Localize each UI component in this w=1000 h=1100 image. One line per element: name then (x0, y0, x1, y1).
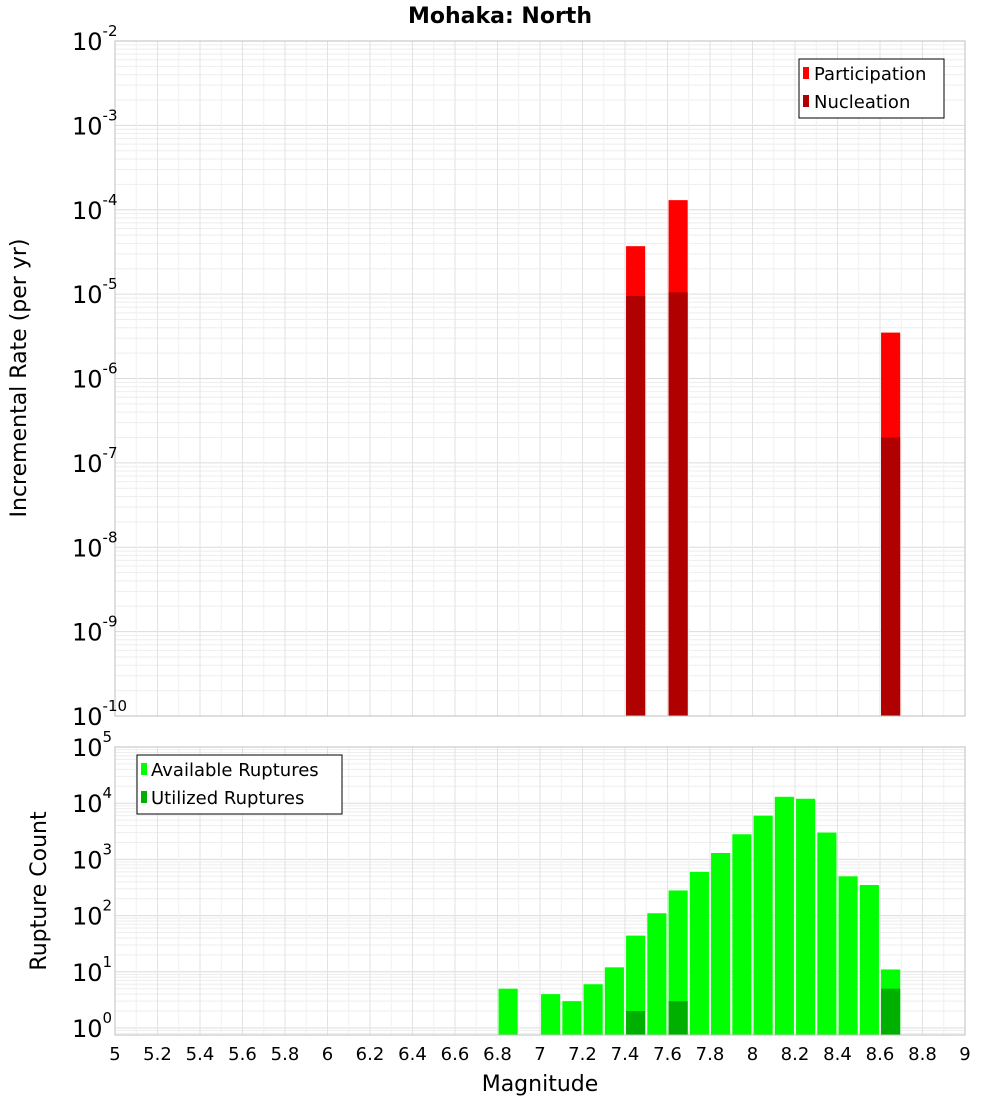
legend-swatch-nucleation (803, 95, 809, 107)
x-tick-label: 9 (959, 1044, 970, 1065)
x-tick-label: 7 (534, 1044, 545, 1065)
bottom-y-tick-label: 101 (72, 953, 112, 987)
bar-available-ruptures-7-55 (647, 913, 667, 1035)
x-tick-label: 5.4 (186, 1044, 215, 1065)
bar-available-ruptures-7-05 (541, 994, 561, 1035)
x-tick-label: 8.6 (866, 1044, 895, 1065)
legend-label-available-ruptures: Available Ruptures (151, 760, 319, 781)
top-y-ticks: 10-2 10-3 10-4 10-5 10-6 10-7 10-8 10-9 10-10 (72, 22, 127, 731)
x-tick-label: 5.2 (143, 1044, 172, 1065)
bar-available-ruptures-8-05 (753, 815, 773, 1035)
bar-available-ruptures-8-35 (817, 832, 837, 1035)
bar-utilized-ruptures-8-65 (881, 988, 901, 1035)
bar-available-ruptures-6-85 (498, 988, 518, 1035)
top-grid (114, 41, 966, 717)
bar-nucleation-7-65 (668, 292, 688, 716)
legend-swatch-participation (803, 67, 809, 79)
x-tick-label: 8.2 (781, 1044, 810, 1065)
top-y-tick-label: 10-6 (72, 360, 118, 394)
top-y-tick-label: 10-3 (72, 106, 118, 140)
x-tick-label: 6.2 (356, 1044, 385, 1065)
bar-available-ruptures-7-65 (668, 890, 688, 1035)
bottom-panel: 105 104 103 102 101 100 5 5.2 5.4 5.6 5.8 6 6.2 6.4 6… (27, 728, 971, 1097)
x-tick-label: 7.6 (653, 1044, 682, 1065)
legend-swatch-utilized-ruptures (141, 791, 147, 803)
chart-title: Mohaka: North (408, 4, 592, 29)
top-y-tick-label: 10-9 (72, 613, 118, 647)
bottom-y-tick-label: 104 (72, 784, 112, 818)
x-tick-label: 5.8 (271, 1044, 300, 1065)
bar-available-ruptures-7-25 (583, 984, 603, 1035)
top-y-axis-label: Incremental Rate (per yr) (7, 239, 32, 518)
bottom-y-tick-label: 102 (72, 897, 112, 931)
bar-available-ruptures-8-15 (774, 796, 794, 1035)
x-ticks: 5 5.2 5.4 5.6 5.8 6 6.2 6.4 6.6 6.8 7 7.2 7.4 7.6 7.8 8… (109, 1044, 970, 1065)
x-tick-label: 6.4 (398, 1044, 427, 1065)
x-tick-label: 7.4 (611, 1044, 640, 1065)
bottom-y-axis-label: Rupture Count (27, 811, 52, 971)
x-tick-label: 5 (109, 1044, 120, 1065)
x-tick-label: 8.4 (823, 1044, 852, 1065)
bar-available-ruptures-8-25 (796, 798, 816, 1035)
legend-label-participation: Participation (814, 64, 926, 85)
bar-nucleation-7-45 (626, 296, 646, 716)
bar-utilized-ruptures-7-65 (668, 1001, 688, 1035)
bar-utilized-ruptures-7-45 (626, 1011, 646, 1035)
bottom-bars (498, 796, 901, 1035)
bar-available-ruptures-7-45 (626, 935, 646, 1035)
legend-label-nucleation: Nucleation (814, 92, 910, 113)
bar-available-ruptures-7-75 (689, 871, 709, 1035)
bottom-y-tick-label: 100 (72, 1009, 112, 1043)
bottom-y-tick-label: 103 (72, 840, 112, 874)
bar-available-ruptures-8-45 (838, 876, 858, 1035)
bottom-plot-frame (114, 746, 966, 1036)
bottom-y-ticks: 105 104 103 102 101 100 (72, 728, 112, 1043)
x-tick-label: 7.2 (568, 1044, 597, 1065)
top-y-tick-label: 10-8 (72, 528, 118, 562)
top-plot-frame (114, 40, 966, 717)
x-axis-label: Magnitude (482, 1072, 599, 1097)
top-legend: Participation Nucleation (798, 58, 945, 119)
top-panel: 10-2 10-3 10-4 10-5 10-6 10-7 10-8 10-9 10-10 In… (7, 22, 966, 731)
top-y-tick-label: 10-4 (72, 191, 118, 225)
x-tick-label: 6 (322, 1044, 333, 1065)
bottom-legend-box (136, 754, 343, 815)
bar-available-ruptures-7-15 (562, 1001, 582, 1035)
top-y-tick-label: 10-7 (72, 444, 118, 478)
top-legend-box (798, 58, 945, 119)
top-y-tick-label: 10-2 (72, 22, 118, 56)
x-tick-label: 6.6 (441, 1044, 470, 1065)
bottom-y-tick-label: 105 (72, 728, 112, 762)
x-tick-label: 5.6 (228, 1044, 257, 1065)
x-tick-label: 6.8 (483, 1044, 512, 1065)
top-y-tick-label: 10-5 (72, 275, 118, 309)
top-y-tick-label: 10-10 (72, 697, 127, 731)
legend-swatch-available-ruptures (141, 763, 147, 775)
x-tick-label: 7.8 (696, 1044, 725, 1065)
bar-available-ruptures-7-85 (711, 852, 731, 1035)
bar-available-ruptures-7-95 (732, 834, 752, 1035)
bar-nucleation-8-65 (881, 437, 901, 716)
x-tick-label: 8 (747, 1044, 758, 1065)
x-tick-label: 8.8 (908, 1044, 937, 1065)
legend-label-utilized-ruptures: Utilized Ruptures (151, 788, 304, 809)
bottom-legend: Available Ruptures Utilized Ruptures (136, 754, 343, 815)
bar-available-ruptures-8-55 (859, 885, 879, 1035)
bar-available-ruptures-7-35 (604, 967, 624, 1035)
top-bars (626, 200, 901, 716)
